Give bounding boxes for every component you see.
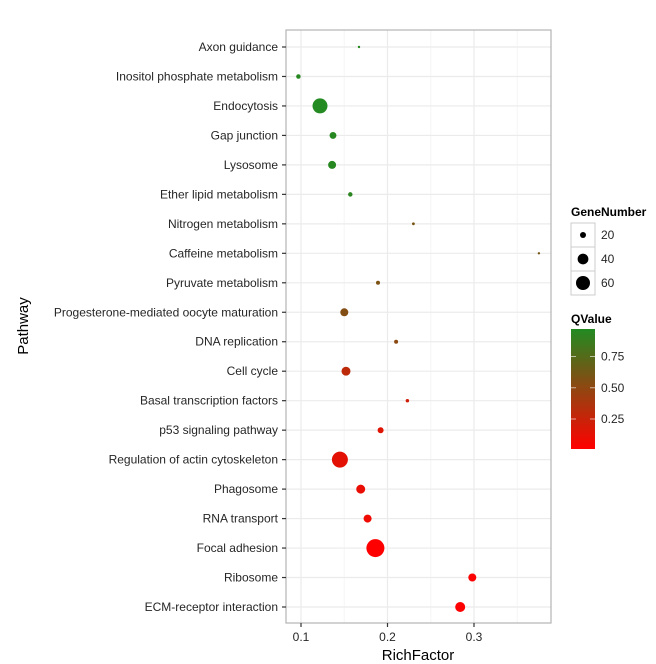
data-point [340,308,349,317]
data-point [394,339,399,344]
y-tick-label: Basal transcription factors [140,394,278,408]
y-tick-label: Endocytosis [213,99,278,113]
y-tick-label: Caffeine metabolism [169,246,278,260]
data-point [329,131,337,139]
y-tick-label: Axon guidance [199,40,279,54]
data-point [455,602,466,612]
y-tick-label: Lysosome [224,158,279,172]
color-legend-title: QValue [571,312,612,326]
data-point [348,192,353,197]
size-legend-dot [580,232,586,238]
plot-panel [286,30,551,623]
panel-frame [285,29,552,624]
color-legend: QValue 0.25 0.50 0.75 [571,312,625,449]
y-axis: Axon guidance Inositol phosphate metaboli… [54,40,286,614]
x-axis-title: RichFactor [382,647,455,664]
panel-border [285,29,552,624]
y-tick-label: p53 signaling pathway [159,423,278,437]
size-legend-title: GeneNumber [571,205,647,219]
data-point [363,514,372,523]
y-tick-label: Cell cycle [227,364,279,378]
size-legend-key [570,270,596,296]
y-tick-label: Focal adhesion [197,541,278,555]
y-tick-label: Nitrogen metabolism [168,217,278,231]
data-point [405,398,410,403]
grid-lines [286,30,551,623]
data-point [312,98,328,114]
color-legend-label: 0.75 [601,350,625,364]
data-points [296,45,541,612]
size-legend-label: 20 [601,228,615,242]
y-tick-label: Pyruvate metabolism [166,276,278,290]
data-point [411,222,415,226]
panel-background [286,30,551,623]
size-legend: GeneNumber 20 40 60 [570,205,647,296]
data-point [537,252,541,255]
data-point [357,45,361,49]
size-legend-label: 60 [601,276,615,290]
y-tick-label: Phagosome [214,482,278,496]
x-tick-label: 0.1 [293,630,310,644]
data-point [296,74,301,79]
y-tick-label: Gap junction [211,128,278,142]
data-point [328,160,337,169]
size-legend-dot [577,253,589,265]
data-point [341,366,351,376]
y-tick-label: Inositol phosphate metabolism [116,69,278,83]
x-tick-label: 0.2 [379,630,396,644]
color-legend-label: 0.25 [601,412,625,426]
data-point [331,451,348,468]
data-point [356,484,366,494]
data-point [366,539,385,558]
y-tick-label: Ribosome [224,571,278,585]
y-tick-label: Ether lipid metabolism [160,187,278,201]
size-legend-label: 40 [601,252,615,266]
y-tick-label: Progesterone-mediated oocyte maturation [54,305,278,319]
size-legend-dot [576,276,590,290]
x-axis: 0.1 0.2 0.3 [293,623,483,644]
y-tick-label: Regulation of actin cytoskeleton [109,453,278,467]
y-axis-title: Pathway [15,297,32,355]
y-tick-label: RNA transport [203,512,279,526]
data-point [376,280,380,285]
color-legend-label: 0.50 [601,381,625,395]
data-point [377,427,384,434]
y-tick-label: ECM-receptor interaction [145,600,278,614]
y-tick-label: DNA replication [195,335,278,349]
color-bar [571,329,595,449]
x-tick-label: 0.3 [466,630,483,644]
data-point [468,573,477,582]
